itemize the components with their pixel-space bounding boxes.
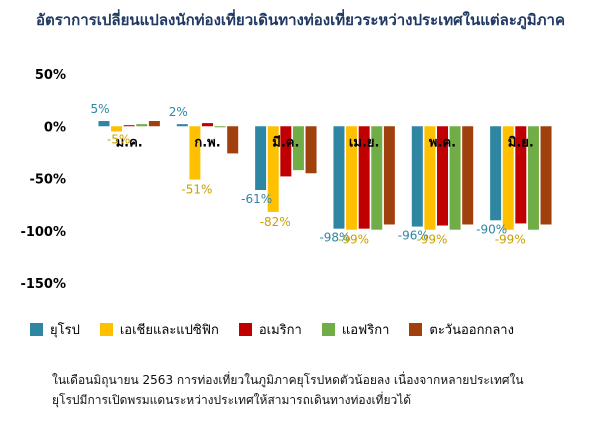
bar [267,126,279,212]
x-tick-label: ม.ค. [116,135,143,150]
data-label: -99% [495,233,526,247]
legend-swatch [99,322,113,336]
legend-label: ตะวันออกกลาง [429,322,514,338]
bar [333,126,345,229]
x-axis-labels: ม.ค. ก.พ. มี.ค. เม.ย. พ.ค. มิ.ย. [116,134,534,150]
bar [214,126,226,128]
legend-item: ยุโรป [30,319,80,340]
y-tick-label: 0% [44,120,66,135]
data-label: -5% [107,132,130,146]
y-axis: 50% 0% -50% -100% -150% [20,68,66,292]
data-label: -82% [260,215,291,229]
legend-swatch [321,322,335,336]
bar [280,126,292,177]
bar [305,126,317,174]
y-tick-label: -100% [20,225,66,240]
y-tick-label: -50% [29,173,66,188]
bar [202,123,213,127]
bar [255,126,267,190]
data-label: -51% [181,183,212,197]
footnote: ในเดือนมิถุนายน 2563 การท่องเที่ยวในภูมิ… [52,370,592,410]
bar [148,121,160,127]
legend-label: แอฟริกา [341,322,390,338]
legend-item: อเมริกา [238,319,302,340]
legend-item: ตะวันออกกลาง [409,319,514,340]
data-label: 5% [90,102,109,116]
bar [449,126,461,230]
bar-chart: 50% 0% -50% -100% -150% ม.ค. ก.พ. มี.ค. เม.ย. พ.… [20,68,552,292]
bar [176,124,188,127]
x-tick-label: ก.พ. [194,135,220,150]
bar [123,125,135,127]
bar [136,124,148,127]
bar [98,121,110,127]
y-tick-label: -150% [20,277,66,292]
bar [358,126,370,229]
bar [424,126,436,230]
legend-label: อเมริกา [258,322,302,338]
bar [490,126,502,221]
bar [540,126,552,225]
bar [227,126,239,154]
legend-swatch [238,322,252,336]
x-tick-label: มี.ค. [272,134,299,150]
x-tick-label: มิ.ย. [508,135,534,150]
legend: ยุโรป เอเชียและแปซิฟิก อเมริกา แอฟริกา ตะวัน… [30,318,590,340]
data-label: -96% [398,229,429,243]
data-labels: 5% 2% -61% -98% -96% -90% -5% -51% -82% -99% -99% -… [90,102,525,247]
legend-swatch [409,322,423,336]
data-label: -90% [476,222,507,236]
y-tick-label: 50% [35,68,66,83]
bar [527,126,539,230]
legend-item: เอเชียและแปซิฟิก [99,319,219,340]
bar [346,126,358,230]
legend-swatch [30,322,43,336]
bar [515,126,527,224]
x-tick-label: เม.ย. [349,135,380,150]
bar [111,126,123,132]
bar [462,126,474,225]
data-label: 2% [169,105,188,119]
data-label: -99% [416,233,447,247]
bar [383,126,395,225]
bar [437,126,448,226]
footnote-line-1: ในเดือนมิถุนายน 2563 การท่องเที่ยวในภูมิ… [52,373,524,387]
bar [189,126,201,180]
bar [502,126,514,230]
bar [292,126,304,171]
legend-item: แอฟริกา [321,319,390,340]
chart-title: อัตราการเปลี่ยนแปลงนักท่องเที่ยวเดินทางท… [35,11,566,29]
data-label: -61% [241,192,272,206]
bar [371,126,383,230]
x-tick-label: พ.ค. [429,135,456,150]
bar [411,126,423,227]
footnote-line-2: ยุโรปมีการเปิดพรมแดนระหว่างประเทศให้สามา… [52,393,412,407]
bar-marks [98,121,552,230]
data-label: -98% [319,231,350,245]
legend-label: เอเชียและแปซิฟิก [119,322,219,338]
data-label: -99% [338,233,369,247]
legend-label: ยุโรป [50,322,80,338]
